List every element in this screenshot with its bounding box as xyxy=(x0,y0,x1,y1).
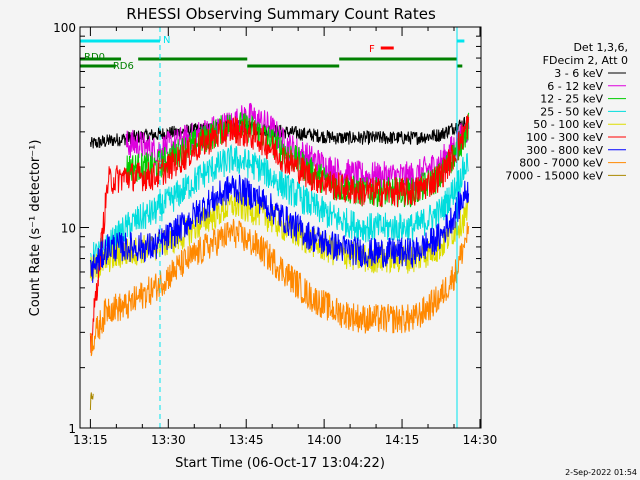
status-label-rd0: RD0 xyxy=(84,52,105,63)
x-tick-label-5: 14:15 xyxy=(385,433,420,447)
cyan-dashed-lines xyxy=(159,27,458,428)
x-tick-label-6: 14:30 xyxy=(463,433,498,447)
x-tick-label-4: 14:00 xyxy=(307,433,342,447)
axes: 13:15 13:30 13:45 14:00 14:15 14:30 1 10 100 xyxy=(53,21,497,447)
legend-label-5: 50 - 100 keV xyxy=(533,118,603,131)
y-tick-label-2: 10 xyxy=(61,222,76,236)
status-bars: N F RD0 RD6 xyxy=(80,35,465,72)
legend-label-7: 300 - 800 keV xyxy=(526,144,603,157)
y-tick-label-1: 1 xyxy=(68,422,76,436)
series-lines xyxy=(89,102,470,411)
legend-label-4: 25 - 50 keV xyxy=(540,105,603,118)
y-axis-label: Count Rate (s⁻¹ detector⁻¹) xyxy=(28,140,43,317)
legend-label-1: 3 - 6 keV xyxy=(554,67,603,80)
legend-label-8: 800 - 7000 keV xyxy=(519,157,603,170)
series-line-8 xyxy=(89,218,470,357)
legend-label-3: 12 - 25 keV xyxy=(540,93,603,106)
series-line-9 xyxy=(89,392,94,411)
series-line-4 xyxy=(89,144,470,270)
series-line-7 xyxy=(89,174,470,283)
legend-header-line-2: FDecim 2, Att 0 xyxy=(543,54,628,67)
x-tick-label-1: 13:15 xyxy=(73,433,108,447)
legend-label-6: 100 - 300 keV xyxy=(526,131,603,144)
chart-title: RHESSI Observing Summary Count Rates xyxy=(126,5,436,23)
x-tick-label-2: 13:30 xyxy=(151,433,186,447)
timestamp: 2-Sep-2022 01:54 xyxy=(565,468,637,477)
legend-label-9: 7000 - 15000 keV xyxy=(505,169,603,182)
legend-header-line-1: Det 1,3,6, xyxy=(573,41,628,54)
series-line-6 xyxy=(89,114,470,353)
legend-label-2: 6 - 12 keV xyxy=(547,80,603,93)
status-label-n: N xyxy=(163,35,170,46)
status-label-rd6: RD6 xyxy=(113,61,134,72)
y-tick-label-3: 100 xyxy=(53,21,76,35)
x-axis-label: Start Time (06-Oct-17 13:04:22) xyxy=(175,456,385,471)
status-label-f: F xyxy=(369,44,375,55)
x-tick-label-3: 13:45 xyxy=(229,433,264,447)
